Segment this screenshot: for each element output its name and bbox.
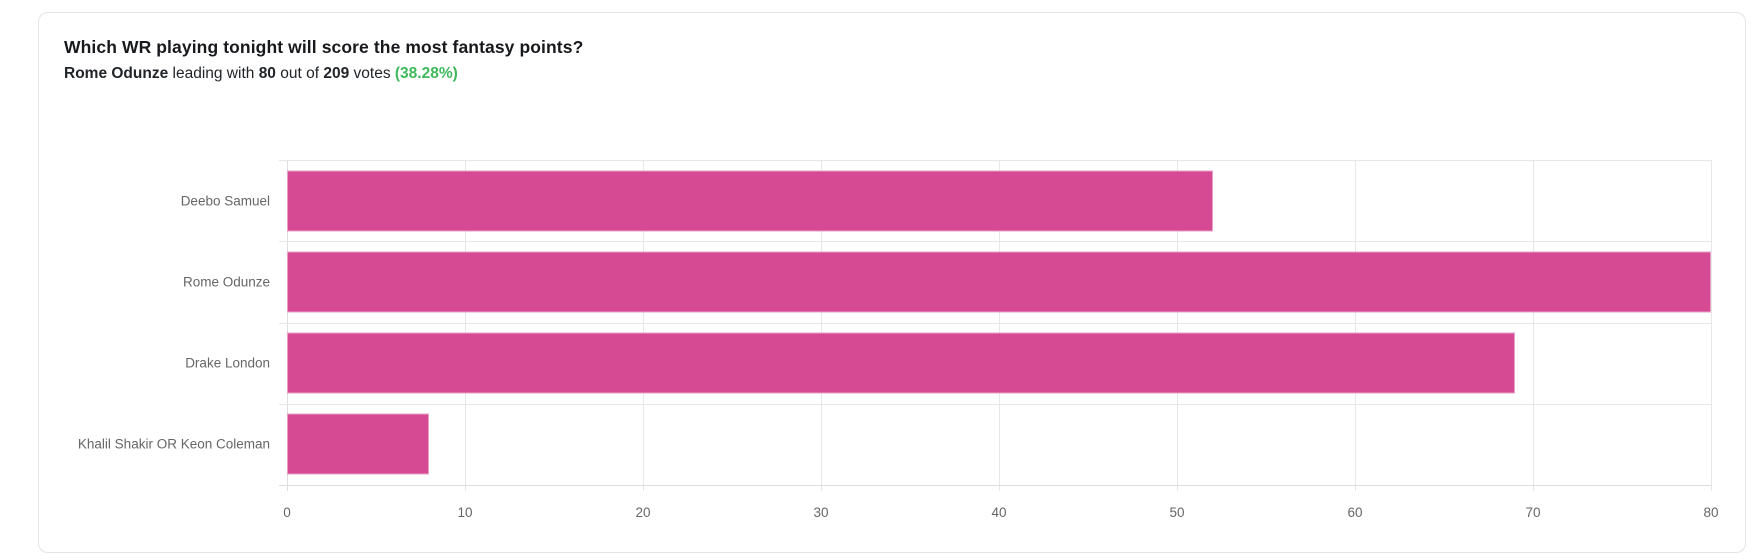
horizontal-gridline [279, 403, 1711, 405]
poll-option-bar[interactable] [287, 170, 1213, 232]
category-label: Rome Odunze [182, 274, 270, 290]
x-axis-tick-label: 70 [1525, 505, 1541, 520]
horizontal-gridline [279, 241, 1711, 243]
vertical-gridline [287, 160, 288, 491]
x-axis-tick-label: 40 [991, 505, 1007, 520]
poll-card: Which WR playing tonight will score the … [38, 12, 1746, 553]
category-label: Deebo Samuel [180, 193, 270, 209]
vertical-gridline [465, 160, 466, 491]
category-label: Drake London [185, 355, 270, 371]
x-axis-tick-label: 10 [457, 505, 473, 520]
horizontal-gridline [279, 322, 1711, 324]
category-label: Khalil Shakir OR Keon Coleman [77, 436, 270, 452]
vertical-gridline [1355, 160, 1356, 491]
total-vote-count: 209 [323, 65, 350, 82]
vertical-gridline [821, 160, 822, 491]
vertical-gridline [1533, 160, 1534, 491]
chart-plot-area[interactable]: 0 10 20 30 40 50 60 70 80 Deebo Samuel Rome Odunze… [78, 160, 1719, 520]
x-axis-tick-label: 0 [283, 505, 291, 520]
horizontal-gridline [279, 160, 1711, 161]
x-axis-tick-label: 30 [813, 505, 829, 520]
x-axis-tick-label: 60 [1347, 505, 1363, 520]
x-axis-tick-label: 80 [1703, 505, 1719, 520]
poll-question-title: Which WR playing tonight will score the … [64, 37, 584, 57]
leader-name: Rome Odunze [64, 65, 169, 82]
leader-vote-count: 80 [258, 65, 276, 82]
poll-option-bar[interactable] [287, 332, 1516, 394]
fantasy-poll-bar-chart: 0 10 20 30 40 50 60 70 80 Deebo Samuel Rome Odunze… [39, 13, 1745, 552]
vertical-gridline [1177, 160, 1178, 491]
vertical-gridline [643, 160, 644, 491]
vertical-gridline [1711, 160, 1712, 491]
summary-text-leading: leading with [168, 65, 259, 82]
vertical-gridline [999, 160, 1000, 491]
poll-option-bar[interactable] [287, 413, 430, 475]
x-axis-tick-label: 20 [635, 505, 651, 520]
x-axis-tick-label: 50 [1169, 505, 1185, 520]
x-axis-line [279, 485, 1711, 486]
poll-summary: Rome Odunze leading with 80 out of 209 v… [64, 65, 458, 83]
summary-text-votes: votes [349, 65, 395, 82]
leader-percentage: (38.28%) [394, 65, 458, 82]
summary-text-out-of: out of [275, 65, 324, 82]
poll-option-bar[interactable] [287, 251, 1711, 313]
